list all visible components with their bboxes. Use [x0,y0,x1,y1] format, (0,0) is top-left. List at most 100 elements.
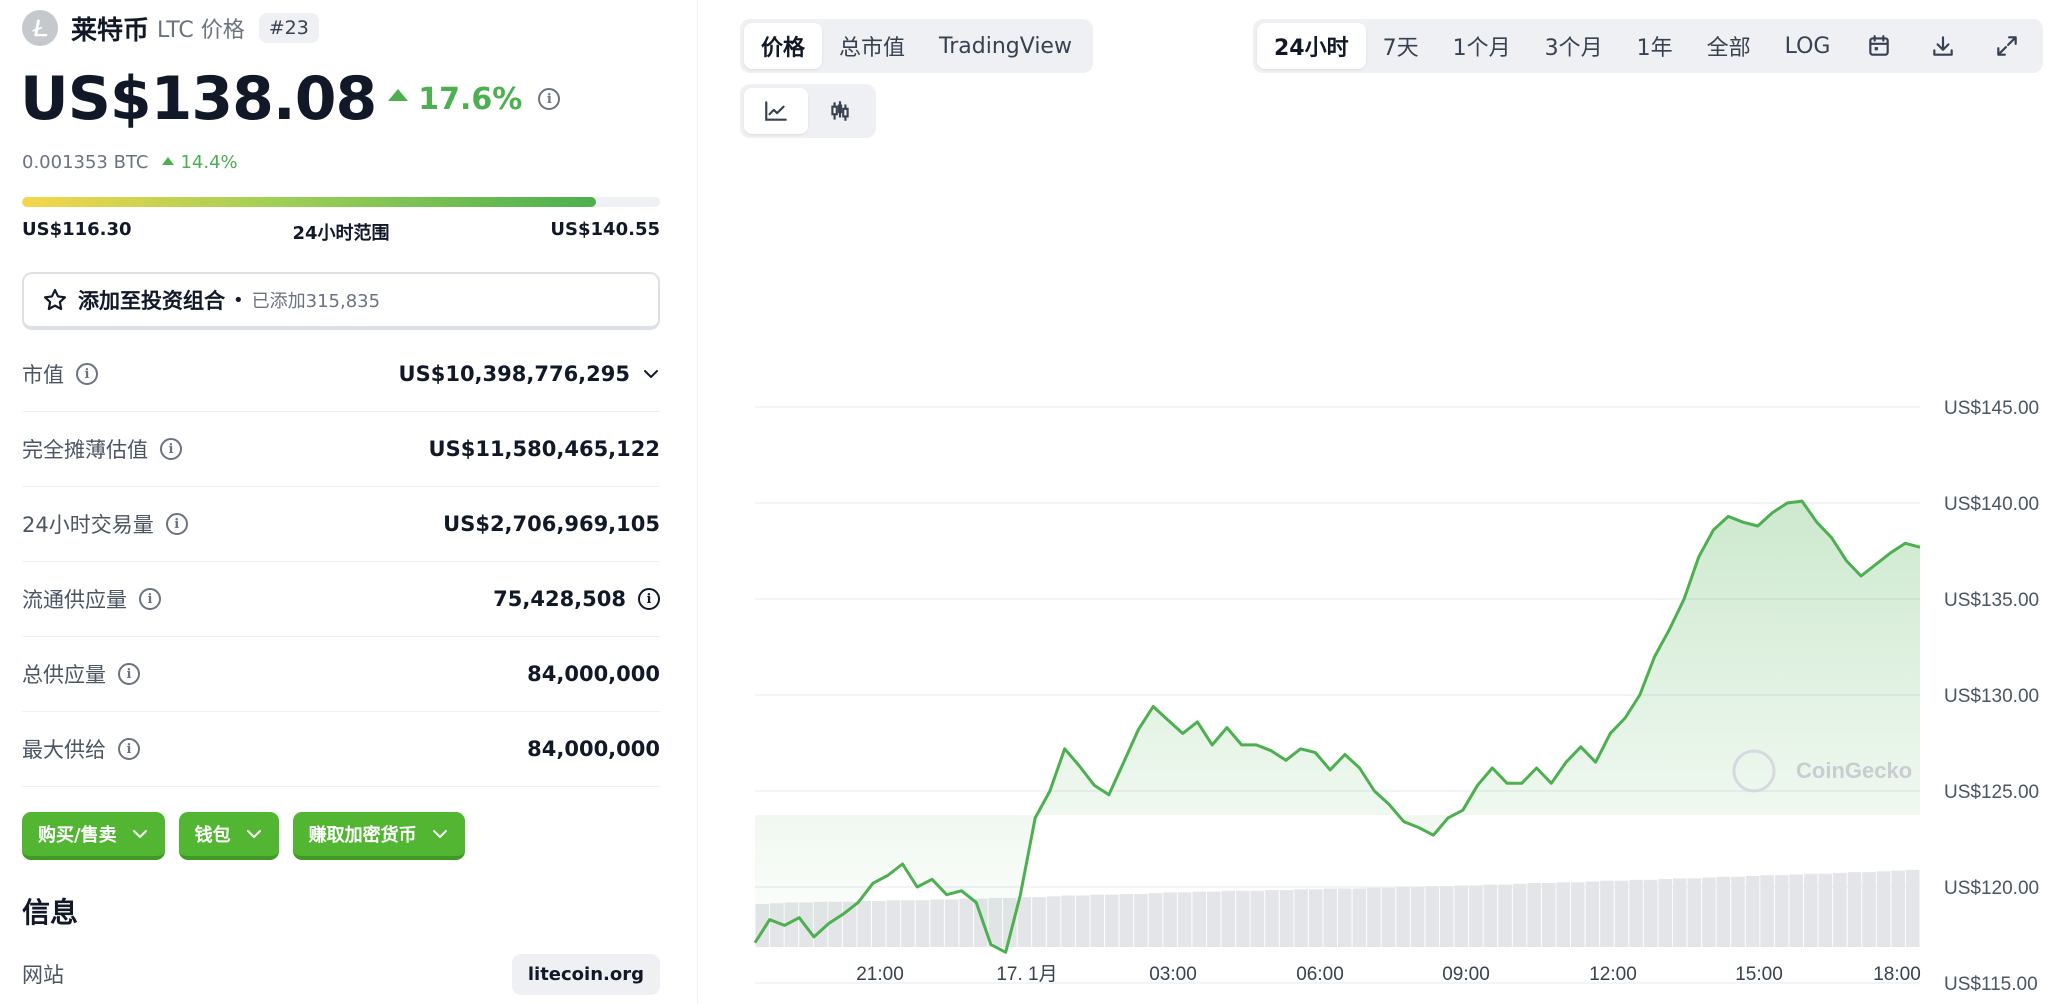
separator-dot: • [233,289,244,311]
x-tick-label: 09:00 [1442,964,1490,985]
add-to-portfolio-button[interactable]: 添加至投资组合 • 已添加315,835 [22,272,660,330]
range-7d[interactable]: 7天 [1382,36,1419,61]
action-buttons: 购买/售卖 钱包 赚取加密货币 [22,812,465,860]
volume-bar [1745,876,1760,947]
y-tick-label: US$125.00 [1944,782,2039,803]
volume-bar [1265,890,1279,947]
x-axis: 21:00 17. 1月 03:00 06:00 09:00 12:00 15:00 18:0… [856,964,1921,985]
candlestick-icon [831,101,849,121]
tab-price[interactable]: 价格 [744,23,823,69]
volume-bar [1221,890,1236,947]
range-3m[interactable]: 3个月 [1544,36,1603,61]
stat-max-supply: 最大供给 i 84,000,000 [22,712,660,787]
stat-total-supply: 总供应量 i 84,000,000 [22,637,660,712]
volume-bar [1702,877,1716,947]
volume-bar [1352,888,1367,947]
range-1m[interactable]: 1个月 [1452,36,1511,61]
volume-bar [901,900,915,947]
arrow-up-icon [388,89,409,101]
volume-bar [1498,884,1512,947]
earn-crypto-button[interactable]: 赚取加密货币 [292,812,465,860]
y-tick-label: US$120.00 [1944,878,2039,899]
info-icon[interactable]: i [538,88,561,110]
buy-sell-label: 购买/售卖 [38,825,117,846]
time-range-tabs: 24小时 7天 1个月 3个月 1年 全部 LOG [1253,19,2044,73]
stat-circulating-supply: 流通供应量 i 75,428,508 i [22,562,660,637]
price-chart[interactable]: US$115.00 US$120.00 US$125.00 US$130.00 US$1… [740,195,2064,995]
website-link[interactable]: litecoin.org [511,953,660,995]
volume-bar [1396,886,1410,947]
range-all[interactable]: 全部 [1706,36,1751,61]
volume-bar [1017,897,1032,947]
volume-bar [1658,879,1672,947]
info-icon[interactable]: i [118,663,140,685]
y-tick-label: US$140.00 [1944,494,2039,515]
volume-bar [944,899,959,947]
candlestick-button[interactable] [808,88,872,134]
price-row: US$138.08 17.6% i [20,64,561,134]
stat-value: US$2,706,969,105 [443,512,660,536]
stat-label: 24小时交易量 [22,513,154,537]
earn-label: 赚取加密货币 [308,825,417,846]
volume-bar [1847,872,1862,947]
line-chart-button[interactable] [744,88,808,134]
chevron-down-icon [432,830,447,838]
line-chart-icon [765,101,787,121]
volume-bar [1323,888,1337,947]
stat-value: 84,000,000 [527,662,660,686]
volume-bar [1032,897,1046,947]
download-button[interactable] [1911,23,1975,69]
y-tick-label: US$130.00 [1944,686,2039,707]
x-tick-label: 18:00 [1873,964,1921,985]
chevron-down-icon [644,370,658,378]
download-icon [1933,36,1954,56]
volume-bar [1629,879,1643,947]
y-tick-label: US$145.00 [1944,398,2039,419]
range-bar [22,197,660,207]
volume-bar [1439,886,1454,947]
x-tick-label: 17. 1月 [996,964,1057,985]
info-icon[interactable]: i [638,588,660,610]
tab-tradingview[interactable]: TradingView [939,33,1072,59]
stat-value: US$11,580,465,122 [428,437,660,461]
volume-bar [1090,894,1104,947]
volume-bar [1789,874,1803,947]
volume-bar [886,900,901,947]
volume-bar [1075,895,1090,947]
watermark-text: CoinGecko [1796,758,1912,783]
volume-bar [1483,884,1498,947]
info-icon[interactable]: i [139,588,161,610]
volume-bar [1469,885,1483,947]
volume-bar [1381,887,1396,947]
stats-list: 市值 i US$10,398,776,295 完全摊薄估值 i US$11,580,… [22,337,660,787]
info-section-title: 信息 [22,896,79,929]
tab-market-cap[interactable]: 总市值 [839,36,906,61]
buy-sell-button[interactable]: 购买/售卖 [22,812,165,860]
range-1y[interactable]: 1年 [1636,36,1673,61]
market-cap-toggle[interactable]: US$10,398,776,295 [399,362,660,386]
btc-price-row: 0.001353 BTC 14.4% [22,152,238,173]
volume-bar [1512,883,1527,947]
info-icon[interactable]: i [118,738,140,760]
wallet-label: 钱包 [194,825,231,846]
volume-bar [915,900,930,947]
y-tick-label: US$135.00 [1944,590,2039,611]
wallet-button[interactable]: 钱包 [178,812,279,860]
info-icon[interactable]: i [76,363,98,385]
stat-value: 75,428,508 [493,587,626,611]
log-scale-toggle[interactable]: LOG [1784,33,1831,59]
volume-bar [1454,885,1469,947]
website-label: 网站 [22,963,64,987]
calendar-button[interactable] [1847,23,1911,69]
volume-bar [1600,880,1614,947]
y-tick-label: US$115.00 [1944,974,2038,995]
range-24h[interactable]: 24小时 [1257,23,1366,69]
volume-bar [1294,889,1308,947]
expand-button[interactable] [1975,23,2039,69]
x-tick-label: 06:00 [1296,964,1344,985]
info-icon[interactable]: i [165,513,188,535]
info-icon[interactable]: i [160,438,182,460]
range-high: US$140.55 [550,219,660,240]
volume-bar [959,898,973,947]
stat-label: 流通供应量 [22,588,127,612]
